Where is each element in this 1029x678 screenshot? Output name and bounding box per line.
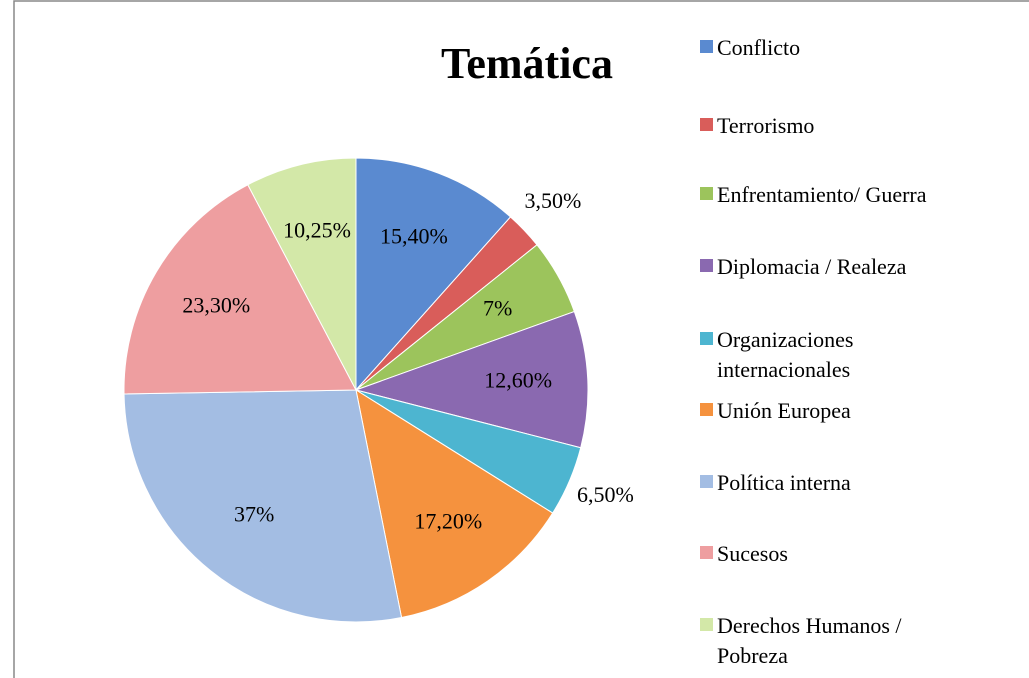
- legend-swatch: [700, 475, 713, 488]
- data-label: 12,60%: [484, 367, 552, 392]
- legend-swatch: [700, 546, 713, 559]
- legend-swatch: [700, 118, 713, 131]
- legend-item: Política interna: [700, 468, 980, 498]
- legend-item: Derechos Humanos / Pobreza: [700, 611, 980, 671]
- legend-swatch: [700, 259, 713, 272]
- legend-label: Derechos Humanos / Pobreza: [717, 613, 902, 668]
- legend-label: Organizaciones internacionales: [717, 327, 854, 382]
- data-label: 6,50%: [577, 482, 634, 507]
- legend-item: Conflicto: [700, 33, 980, 63]
- legend-label: Conflicto: [717, 35, 801, 60]
- legend-swatch: [700, 332, 713, 345]
- data-label: 7%: [483, 296, 512, 321]
- legend-item: Diplomacia / Realeza: [700, 252, 980, 282]
- legend-item: Sucesos: [700, 539, 980, 569]
- legend-swatch: [700, 187, 713, 200]
- legend-swatch: [700, 618, 713, 631]
- data-label: 37%: [234, 502, 274, 527]
- pie-slice: [355, 388, 554, 619]
- pie-slice: [355, 157, 512, 392]
- legend-item: Unión Europea: [700, 396, 980, 426]
- data-label: 15,40%: [380, 223, 448, 248]
- legend-label: Unión Europea: [717, 398, 851, 423]
- legend-swatch: [700, 40, 713, 53]
- pie-slice: [123, 389, 403, 623]
- legend-label: Política interna: [717, 470, 851, 495]
- legend-label: Terrorismo: [717, 113, 815, 138]
- pie-slice: [247, 157, 357, 391]
- legend-label: Diplomacia / Realeza: [717, 254, 907, 279]
- chart-title: Temática: [441, 39, 613, 88]
- legend-label: Sucesos: [717, 541, 788, 566]
- data-label: 23,30%: [182, 292, 250, 317]
- legend-item: Organizaciones internacionales: [700, 325, 980, 385]
- legend-item: Enfrentamiento/ Guerra: [700, 180, 980, 210]
- data-label: 17,20%: [414, 509, 482, 534]
- data-label: 10,25%: [283, 217, 351, 242]
- legend-item: Terrorismo: [700, 111, 980, 141]
- data-label: 3,50%: [525, 188, 582, 213]
- pie-slice: [123, 184, 357, 395]
- pie-slice: [354, 310, 589, 449]
- legend-label: Enfrentamiento/ Guerra: [717, 182, 927, 207]
- legend-swatch: [700, 403, 713, 416]
